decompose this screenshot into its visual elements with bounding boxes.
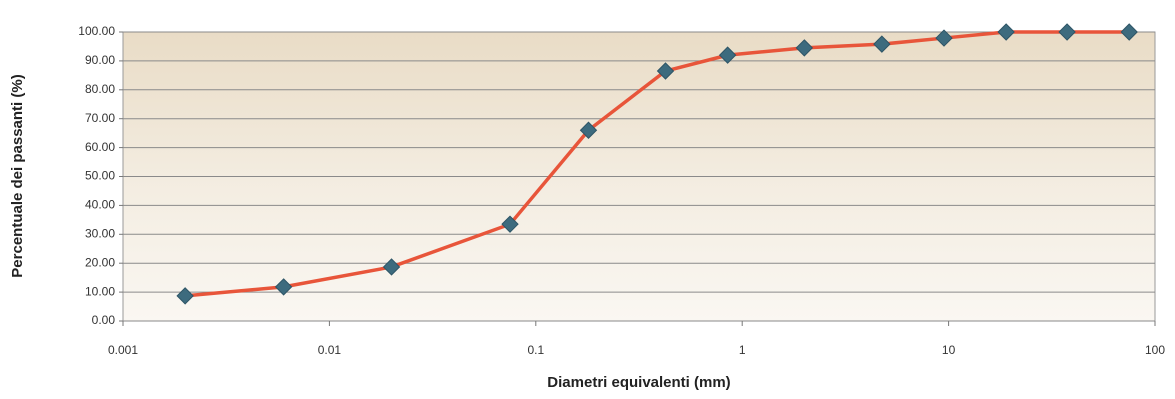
x-tick-label: 0.001 bbox=[108, 343, 138, 357]
y-tick-label: 100.00 bbox=[78, 24, 115, 38]
data-point bbox=[656, 62, 675, 80]
y-tick-label: 10.00 bbox=[85, 284, 115, 298]
y-tick-label: 30.00 bbox=[85, 226, 115, 240]
x-tick-label: 10 bbox=[942, 343, 956, 357]
y-tick-label: 50.00 bbox=[85, 169, 115, 183]
data-point bbox=[382, 258, 401, 276]
y-tick-label: 70.00 bbox=[85, 111, 115, 125]
y-tick-label: 0.00 bbox=[92, 313, 116, 327]
y-tick-label: 40.00 bbox=[85, 198, 115, 212]
data-point bbox=[579, 121, 598, 139]
data-point bbox=[997, 23, 1015, 41]
data-point bbox=[176, 287, 194, 305]
x-tick-label: 100 bbox=[1145, 343, 1165, 357]
y-tick-label: 90.00 bbox=[85, 53, 115, 67]
data-point bbox=[935, 29, 953, 47]
x-tick-label: 0.01 bbox=[318, 343, 342, 357]
data-point bbox=[1120, 23, 1138, 41]
data-point bbox=[718, 46, 737, 64]
data-point bbox=[1058, 23, 1076, 41]
data-point bbox=[274, 278, 293, 296]
data-point bbox=[501, 215, 519, 233]
x-tick-label: 1 bbox=[739, 343, 746, 357]
y-tick-label: 20.00 bbox=[85, 255, 115, 269]
y-tick-label: 80.00 bbox=[85, 82, 115, 96]
data-point bbox=[873, 35, 891, 53]
data-point bbox=[795, 39, 814, 57]
x-axis-title: Diametri equivalenti (mm) bbox=[547, 374, 730, 391]
x-tick-label: 0.1 bbox=[527, 343, 544, 357]
y-axis-title: Percentuale dei passanti (%) bbox=[9, 74, 26, 277]
y-tick-label: 60.00 bbox=[85, 140, 115, 154]
